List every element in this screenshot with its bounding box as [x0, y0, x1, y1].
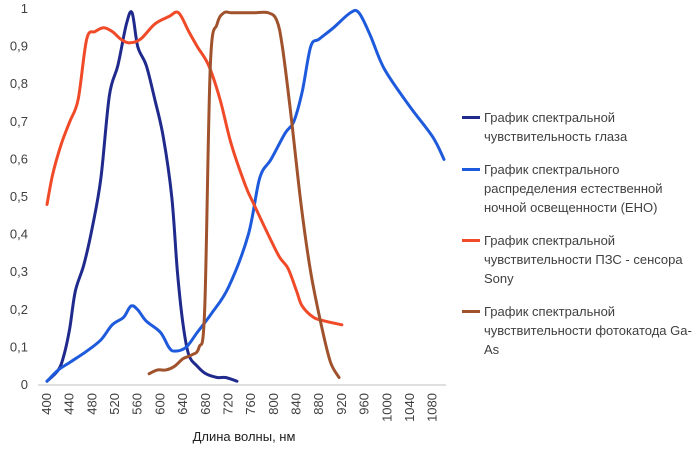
legend-label-night-sky: График спектрального распределения естес… — [484, 162, 663, 215]
series-line-ccd-sony — [45, 10, 344, 327]
legend-swatch-gaas — [462, 310, 480, 313]
legend-label-gaas: График спектральной чувствительности фот… — [484, 304, 692, 357]
x-tick-label: 760 — [243, 393, 258, 415]
x-tick-label: 1040 — [402, 393, 417, 422]
x-tick-label: 640 — [175, 393, 190, 415]
series-line-gaas — [147, 10, 341, 379]
series-line-night-sky — [45, 8, 446, 383]
x-tick-label: 480 — [84, 393, 99, 415]
y-tick-label: 0,4 — [10, 227, 28, 242]
y-tick-label: 0,9 — [10, 39, 28, 54]
legend-label-ccd-sony: График спектральной чувствительности ПЗС… — [484, 233, 683, 286]
legend: График спектральной чувствительность гла… — [462, 108, 698, 373]
y-axis-ticks: 0 0,1 0,2 0,3 0,4 0,5 0,6 0,7 0,8 0,9 1 — [10, 1, 28, 392]
x-tick-label: 720 — [220, 393, 235, 415]
legend-item-gaas: График спектральной чувствительности фот… — [462, 302, 698, 359]
x-tick-label: 960 — [357, 393, 372, 415]
y-tick-label: 0,5 — [10, 189, 28, 204]
legend-item-night-sky: График спектрального распределения естес… — [462, 160, 698, 217]
x-tick-label: 920 — [334, 393, 349, 415]
x-tick-label: 800 — [266, 393, 281, 415]
legend-label-eye: График спектральной чувствительность гла… — [484, 110, 628, 144]
x-tick-label: 600 — [152, 393, 167, 415]
x-tick-label: 400 — [39, 393, 54, 415]
x-axis-ticks: 400 440 480 520 560 600 640 680 720 760 800 840 880 9… — [39, 393, 440, 422]
y-tick-label: 1 — [21, 1, 28, 16]
x-tick-label: 520 — [107, 393, 122, 415]
x-tick-label: 1080 — [425, 393, 440, 422]
legend-swatch-eye — [462, 116, 480, 119]
y-tick-label: 0,3 — [10, 264, 28, 279]
series-line-eye — [45, 10, 239, 383]
y-tick-label: 0,8 — [10, 76, 28, 91]
legend-item-ccd-sony: График спектральной чувствительности ПЗС… — [462, 231, 698, 288]
y-tick-label: 0,6 — [10, 151, 28, 166]
y-tick-label: 0,7 — [10, 114, 28, 129]
y-tick-label: 0 — [21, 377, 28, 392]
x-axis-title: Длина волны, нм — [193, 429, 296, 444]
x-tick-label: 1000 — [379, 393, 394, 422]
x-tick-label: 560 — [130, 393, 145, 415]
legend-item-eye: График спектральной чувствительность гла… — [462, 108, 698, 146]
legend-swatch-ccd-sony — [462, 239, 480, 242]
y-tick-label: 0,1 — [10, 339, 28, 354]
y-tick-label: 0,2 — [10, 302, 28, 317]
x-tick-label: 440 — [62, 393, 77, 415]
x-tick-label: 680 — [198, 393, 213, 415]
legend-swatch-night-sky — [462, 168, 480, 171]
series-lines — [45, 8, 446, 383]
x-tick-label: 880 — [311, 393, 326, 415]
x-tick-label: 840 — [289, 393, 304, 415]
